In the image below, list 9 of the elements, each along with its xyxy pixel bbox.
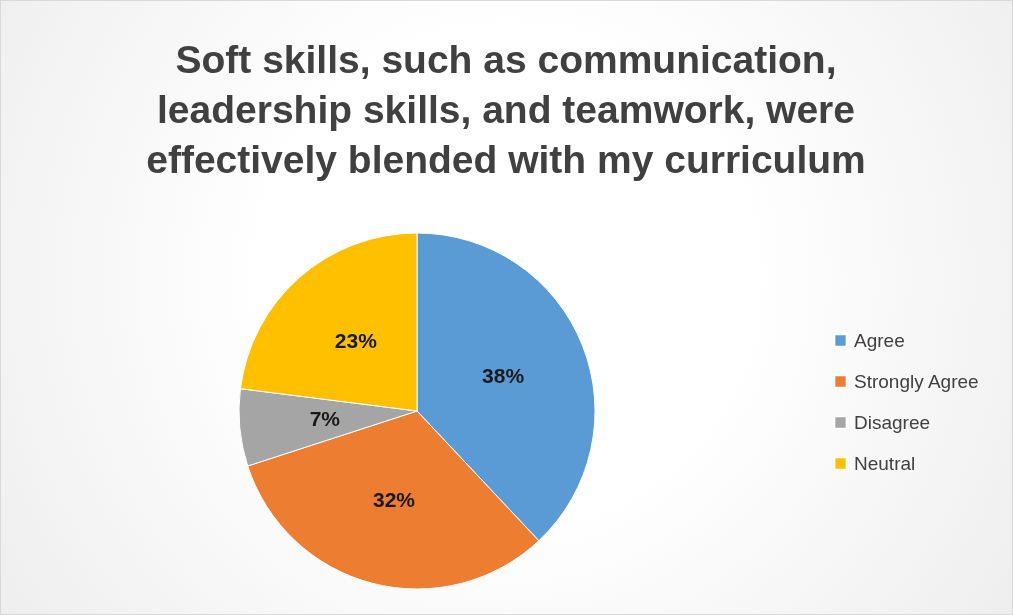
- legend-label: Agree: [854, 329, 905, 351]
- data-label: 7%: [309, 406, 341, 430]
- chart-title: Soft skills, such as communication, leadership skills, and teamwork, were effectively blended with my curriculum: [145, 37, 867, 183]
- legend-label: Strongly Agree: [854, 370, 979, 392]
- data-label: 38%: [482, 363, 525, 387]
- data-label: 32%: [372, 487, 416, 511]
- data-label: 23%: [334, 328, 378, 352]
- legend-label: Disagree: [854, 411, 931, 433]
- legend-label: Neutral: [854, 452, 916, 474]
